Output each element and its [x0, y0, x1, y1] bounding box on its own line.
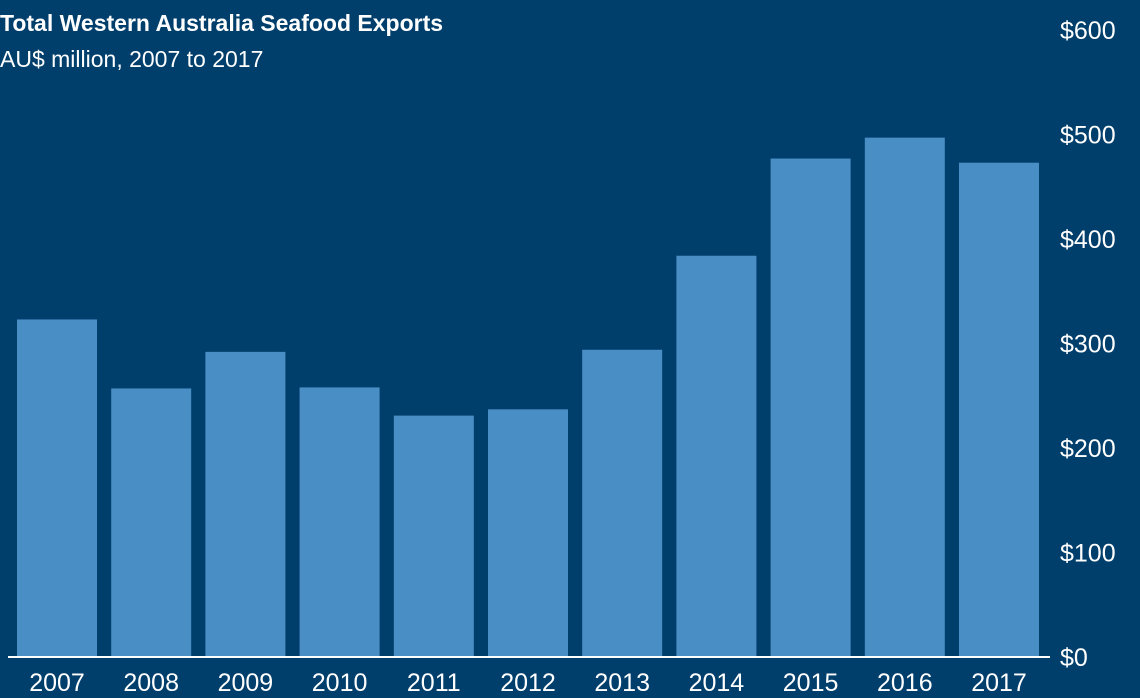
bar-2011 [393, 415, 474, 657]
x-tick-label: 2013 [594, 669, 650, 697]
bar-2015 [770, 158, 851, 657]
y-tick-label: $600 [1060, 17, 1116, 45]
x-tick-label: 2017 [971, 669, 1027, 697]
y-tick-label: $300 [1060, 331, 1116, 359]
x-tick-label: 2016 [877, 669, 933, 697]
x-tick-label: 2014 [689, 669, 745, 697]
y-tick-labels: $0 $100 $200 $300 $400 $500 $600 [1060, 17, 1116, 672]
x-tick-label: 2009 [218, 669, 274, 697]
bars-group [17, 137, 1039, 657]
bar-2009 [205, 351, 286, 657]
bar-2008 [111, 388, 192, 657]
y-tick-label: $100 [1060, 540, 1116, 568]
x-tick-label: 2015 [783, 669, 839, 697]
x-tick-labels: 2007 2008 2009 2010 2011 2012 2013 2014 2015 2016… [29, 669, 1027, 697]
chart-subtitle: AU$ million, 2007 to 2017 [0, 46, 264, 72]
bar-2007 [17, 319, 97, 657]
bar-2014 [676, 255, 757, 657]
bar-2013 [582, 349, 663, 657]
bar-2010 [299, 387, 380, 657]
bar-2017 [959, 162, 1039, 657]
x-tick-label: 2008 [123, 669, 179, 697]
bar-2012 [488, 409, 568, 657]
x-tick-label: 2007 [29, 669, 85, 697]
y-tick-label: $0 [1060, 644, 1088, 672]
chart-title: Total Western Australia Seafood Exports [0, 10, 444, 36]
x-tick-label: 2011 [407, 669, 461, 697]
bar-2016 [864, 137, 945, 657]
y-tick-label: $400 [1060, 226, 1116, 254]
x-tick-label: 2010 [312, 669, 368, 697]
y-tick-label: $500 [1060, 122, 1116, 150]
y-tick-label: $200 [1060, 435, 1116, 463]
x-tick-label: 2012 [500, 669, 556, 697]
